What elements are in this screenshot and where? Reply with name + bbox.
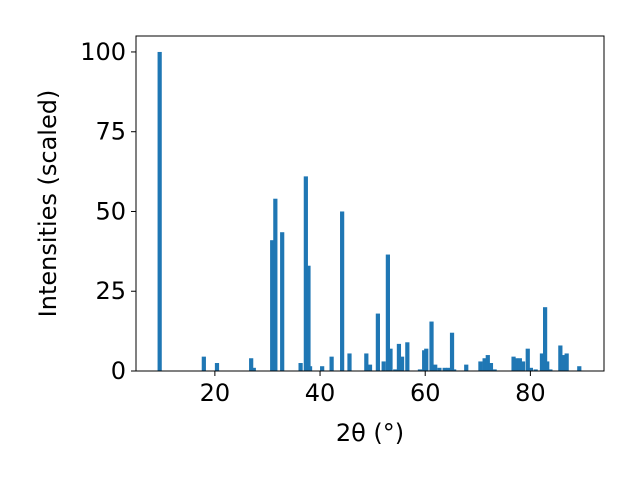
bar xyxy=(201,356,206,371)
bar xyxy=(514,358,519,371)
y-tick-label: 0 xyxy=(111,357,126,385)
bar xyxy=(405,342,410,371)
bar xyxy=(545,361,550,371)
x-tick-label: 20 xyxy=(200,379,231,407)
bar xyxy=(429,321,434,371)
bar xyxy=(564,353,569,371)
x-axis-ticks: 20 40 60 80 xyxy=(200,371,546,407)
bar xyxy=(543,307,548,371)
bar xyxy=(340,211,345,371)
bar xyxy=(488,363,494,371)
bar xyxy=(517,358,522,371)
x-tick-label: 80 xyxy=(515,379,546,407)
bar xyxy=(433,364,438,371)
bar xyxy=(251,367,256,371)
bar xyxy=(214,363,220,371)
bar xyxy=(393,369,398,371)
bar xyxy=(329,356,334,371)
bar xyxy=(303,176,308,371)
bar xyxy=(306,265,311,371)
bar xyxy=(320,366,325,371)
bar xyxy=(539,353,545,371)
x-tick-label: 60 xyxy=(410,379,441,407)
bar xyxy=(298,363,303,371)
bar xyxy=(548,369,553,371)
bar xyxy=(464,364,469,371)
bar xyxy=(307,366,313,371)
bar xyxy=(367,364,373,371)
bar xyxy=(273,198,278,371)
bar xyxy=(270,240,275,371)
y-axis-label: Intensities (scaled) xyxy=(34,90,62,318)
bar xyxy=(157,51,162,371)
bar xyxy=(520,361,526,371)
bar xyxy=(388,348,393,371)
bar xyxy=(381,361,386,371)
bar xyxy=(375,313,380,371)
bar xyxy=(452,369,457,371)
y-tick-label: 25 xyxy=(95,277,126,305)
bar xyxy=(560,355,566,371)
bar xyxy=(424,348,429,371)
bar xyxy=(396,343,402,371)
bar xyxy=(280,232,285,371)
bar xyxy=(577,366,582,371)
bar xyxy=(417,369,423,371)
y-tick-label: 100 xyxy=(80,38,126,66)
bar xyxy=(492,369,497,371)
y-tick-label: 75 xyxy=(95,118,126,146)
bar xyxy=(364,353,369,371)
bar xyxy=(399,356,405,371)
bar xyxy=(442,367,447,371)
bar xyxy=(482,358,487,371)
bar xyxy=(449,332,455,371)
bar xyxy=(525,348,530,371)
bar xyxy=(385,254,390,371)
x-axis-label: 2θ (°) xyxy=(336,419,404,447)
bars xyxy=(157,51,582,371)
bar xyxy=(347,353,352,371)
y-tick-label: 50 xyxy=(95,197,126,225)
plot-frame xyxy=(135,35,605,372)
bar xyxy=(558,345,563,371)
bar xyxy=(533,369,538,371)
bar xyxy=(511,356,516,371)
bar xyxy=(528,367,534,371)
y-axis-ticks: 0 25 50 75 100 xyxy=(80,38,136,385)
bar xyxy=(249,358,254,371)
x-tick-label: 40 xyxy=(305,379,336,407)
bar xyxy=(478,361,483,371)
bar xyxy=(446,367,451,371)
bar xyxy=(485,355,490,371)
bar xyxy=(437,367,442,371)
